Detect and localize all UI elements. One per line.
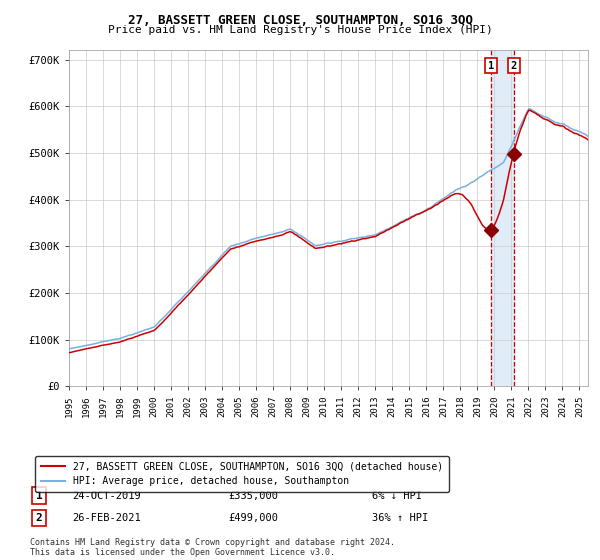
- Text: 2: 2: [35, 513, 43, 523]
- Bar: [491, 50, 514, 386]
- Text: Price paid vs. HM Land Registry's House Price Index (HPI): Price paid vs. HM Land Registry's House …: [107, 25, 493, 35]
- Text: £335,000: £335,000: [228, 491, 278, 501]
- Text: 27, BASSETT GREEN CLOSE, SOUTHAMPTON, SO16 3QQ: 27, BASSETT GREEN CLOSE, SOUTHAMPTON, SO…: [128, 14, 473, 27]
- Text: 26-FEB-2021: 26-FEB-2021: [72, 513, 141, 523]
- Text: 1: 1: [35, 491, 43, 501]
- Text: 6% ↓ HPI: 6% ↓ HPI: [372, 491, 422, 501]
- Legend: 27, BASSETT GREEN CLOSE, SOUTHAMPTON, SO16 3QQ (detached house), HPI: Average pr: 27, BASSETT GREEN CLOSE, SOUTHAMPTON, SO…: [35, 456, 449, 492]
- Text: £499,000: £499,000: [228, 513, 278, 523]
- Text: 1: 1: [488, 60, 494, 71]
- Text: Contains HM Land Registry data © Crown copyright and database right 2024.
This d: Contains HM Land Registry data © Crown c…: [30, 538, 395, 557]
- Text: 2: 2: [511, 60, 517, 71]
- Text: 36% ↑ HPI: 36% ↑ HPI: [372, 513, 428, 523]
- Text: 24-OCT-2019: 24-OCT-2019: [72, 491, 141, 501]
